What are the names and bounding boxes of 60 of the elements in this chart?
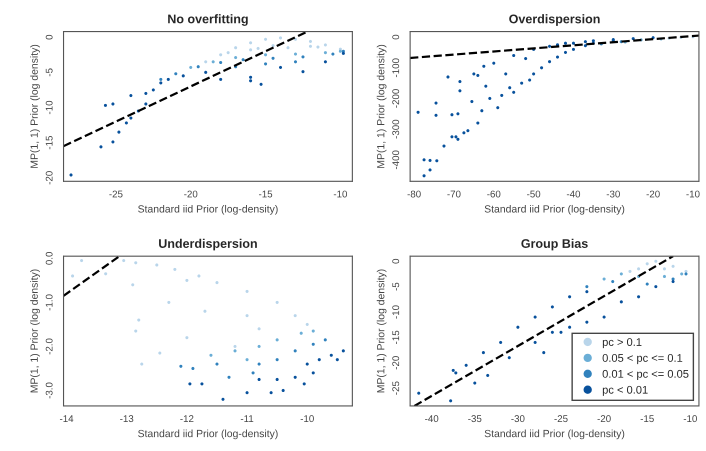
x-tick-label: -20 bbox=[184, 190, 198, 198]
y-tick-label: -3.0 bbox=[46, 382, 53, 398]
y-tick-label: -20 bbox=[46, 171, 53, 184]
legend-label: 0.05 < pc <= 0.1 bbox=[602, 354, 682, 364]
x-axis-title: Standard iid Prior (log-density) bbox=[484, 430, 624, 440]
x-tick-label: -11 bbox=[240, 415, 254, 422]
y-tick-label: -10 bbox=[392, 305, 400, 319]
y-tick-label: -15 bbox=[392, 330, 400, 344]
y-axis-title: MP(1, 1) Prior (log density) bbox=[30, 44, 40, 168]
y-tick-label: -1.0 bbox=[46, 294, 53, 310]
y-axis-title: MP(1, 1) Prior (log density) bbox=[30, 269, 40, 392]
x-tick-label: -40 bbox=[566, 190, 580, 198]
y-tick-label: -200 bbox=[392, 89, 400, 108]
y-tick-label: -5 bbox=[392, 282, 400, 291]
y-tick-label: -2.0 bbox=[46, 338, 53, 354]
y-tick-label: -300 bbox=[392, 120, 400, 138]
y-tick-label: -10 bbox=[46, 100, 53, 114]
y-tick-label: -25 bbox=[392, 382, 400, 395]
y-axis-title: MP(1, 1) Prior (log density) bbox=[376, 44, 386, 168]
x-tick-label: -12 bbox=[180, 415, 194, 422]
y-tick-label: -400 bbox=[392, 150, 400, 170]
y-tick-label: 0.0 bbox=[46, 252, 53, 265]
x-tick-label: -30 bbox=[511, 415, 525, 422]
y-tick-label: 0 bbox=[392, 34, 400, 40]
x-tick-label: -40 bbox=[425, 415, 438, 422]
x-tick-label: -10 bbox=[686, 190, 700, 198]
y-axis-title: MP(1, 1) Prior (log density) bbox=[376, 269, 386, 392]
x-axis-title: Standard iid Prior (log-density) bbox=[138, 204, 278, 215]
y-tick-label: 0 bbox=[46, 34, 53, 40]
chart-title: Overdispersion bbox=[509, 14, 600, 26]
x-tick-label: -10 bbox=[334, 190, 348, 198]
x-tick-label: -20 bbox=[598, 415, 611, 422]
legend-label: pc > 0.1 bbox=[602, 338, 642, 348]
legend-label: pc < 0.01 bbox=[602, 386, 648, 396]
x-tick-label: -35 bbox=[468, 415, 482, 422]
chart-title: Underdispersion bbox=[159, 238, 257, 250]
x-tick-label: -70 bbox=[447, 190, 461, 198]
x-tick-label: -25 bbox=[554, 415, 568, 422]
x-tick-label: -20 bbox=[646, 190, 660, 198]
y-tick-label: -5 bbox=[46, 68, 53, 76]
x-axis-title: Standard iid Prior (log-density) bbox=[484, 204, 624, 215]
y-tick-label: -20 bbox=[392, 356, 400, 370]
x-tick-label: -50 bbox=[527, 190, 540, 198]
x-tick-label: -80 bbox=[408, 190, 421, 198]
x-tick-label: -13 bbox=[120, 415, 134, 422]
chart-title: Group Bias bbox=[521, 238, 588, 250]
y-tick-label: -100 bbox=[392, 58, 400, 78]
y-tick-label: 0 bbox=[392, 258, 400, 264]
chart-title: No overfitting bbox=[168, 14, 248, 26]
x-tick-label: -14 bbox=[60, 415, 74, 422]
x-tick-label: -10 bbox=[300, 415, 314, 422]
x-tick-label: -60 bbox=[487, 190, 500, 198]
x-tick-label: -25 bbox=[109, 190, 123, 198]
legend-label: 0.01 < pc <= 0.05 bbox=[602, 370, 688, 380]
y-tick-label: -15 bbox=[46, 136, 53, 150]
x-tick-label: -30 bbox=[606, 190, 620, 198]
x-axis-title: Standard iid Prior (log-density) bbox=[138, 430, 278, 440]
x-tick-label: -10 bbox=[684, 415, 697, 422]
x-tick-label: -15 bbox=[258, 190, 272, 198]
x-tick-label: -15 bbox=[640, 415, 654, 422]
